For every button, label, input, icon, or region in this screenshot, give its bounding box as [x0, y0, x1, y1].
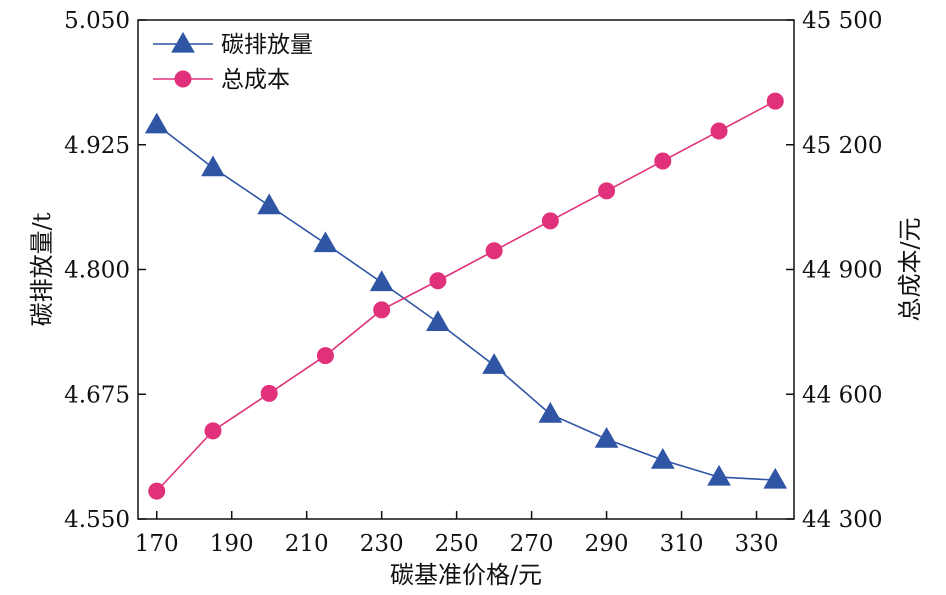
- series-2-point: [598, 182, 616, 200]
- y-left-tick-label: 5.050: [64, 8, 130, 34]
- series-1-point: [538, 402, 563, 423]
- legend-label-2: 总成本: [221, 67, 290, 93]
- series-2-point: [148, 482, 166, 500]
- x-tick-label: 210: [285, 531, 329, 557]
- series-2-point: [260, 384, 278, 402]
- x-tick-label: 250: [435, 531, 479, 557]
- series-1-point: [313, 231, 338, 253]
- x-axis-title: 碳基准价格/元: [390, 561, 542, 589]
- y-left-tick-label: 4.925: [64, 133, 130, 159]
- series-2-point: [485, 242, 503, 260]
- series-layer: [144, 92, 788, 500]
- series-1-point: [426, 310, 450, 331]
- legend-label-1: 碳排放量: [221, 32, 313, 58]
- y-right-tick-label: 44 600: [802, 382, 882, 408]
- series-2-point: [204, 422, 222, 440]
- y-right-tick-label: 44 900: [802, 258, 882, 284]
- series-1-point: [201, 155, 225, 177]
- x-tick-label: 230: [360, 531, 404, 557]
- y-left-tick-label: 4.800: [64, 258, 130, 284]
- y-right-tick-label: 45 500: [802, 8, 882, 34]
- x-tick-label: 330: [735, 531, 779, 557]
- series-1-point: [144, 112, 169, 134]
- y-right-axis-title: 总成本/元: [896, 217, 924, 321]
- series-2-point: [766, 92, 784, 110]
- series-1-point: [707, 464, 731, 486]
- legend-marker-1: [171, 31, 195, 53]
- plot-frame: [137, 19, 795, 520]
- axes-group: 170 190 210 230 250 270 290 310 330 4.550 4.675 4.8…: [28, 8, 924, 589]
- series-1-point: [763, 467, 788, 489]
- legend-marker-2: [174, 70, 192, 88]
- series-1-point: [482, 353, 506, 374]
- x-tick-label: 310: [660, 531, 704, 557]
- series-1-point: [257, 193, 282, 215]
- series-1-point: [650, 447, 675, 469]
- series-2-point: [541, 212, 559, 230]
- y-left-axis-title: 碳排放量/t: [28, 212, 56, 326]
- series-2-point: [429, 272, 447, 290]
- series-2-point: [710, 122, 728, 140]
- y-left-tick-label: 4.675: [64, 382, 130, 408]
- series-line-2: [156, 100, 776, 492]
- y-right-tick-label: 44 300: [802, 507, 882, 533]
- series-2-point: [654, 152, 672, 170]
- x-tick-label: 290: [585, 531, 629, 557]
- series-1-point: [594, 426, 619, 448]
- x-tick-label: 170: [135, 531, 179, 557]
- x-tick-label: 190: [210, 531, 254, 557]
- x-tick-label: 270: [510, 531, 554, 557]
- series-1-point: [369, 270, 394, 292]
- series-2-point: [316, 347, 334, 365]
- series-2-point: [373, 301, 391, 319]
- y-left-tick-label: 4.550: [64, 507, 130, 533]
- series-line-1: [156, 124, 776, 481]
- y-right-tick-label: 45 200: [802, 133, 882, 159]
